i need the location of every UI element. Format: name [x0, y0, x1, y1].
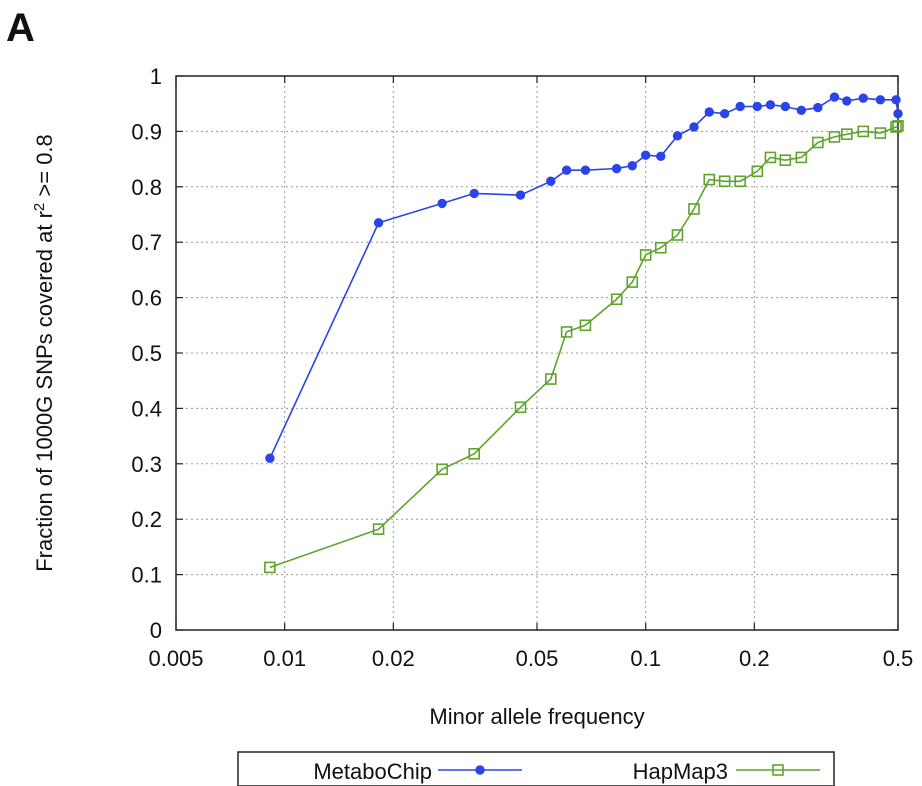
data-point-metabochip [672, 131, 683, 141]
data-point-metabochip [765, 100, 776, 110]
y-tick-label: 0.8 [131, 175, 162, 200]
data-point-hapmap3 [764, 151, 777, 164]
data-point-metabochip [469, 188, 479, 199]
data-point-hapmap3 [828, 131, 841, 143]
data-point-metabochip [611, 163, 622, 174]
data-point-hapmap3 [264, 561, 276, 574]
data-point-metabochip [735, 101, 745, 112]
data-point-hapmap3 [874, 127, 887, 139]
data-point-metabochip [515, 190, 526, 200]
series-line-metabochip [269, 96, 899, 459]
legend-box [237, 751, 835, 786]
legend: MetaboChip HapMap3 [237, 751, 835, 786]
data-point-metabochip [561, 165, 572, 175]
data-point-metabochip [796, 105, 807, 116]
x-tick-label: 0.05 [516, 646, 559, 671]
data-point-metabochip [752, 101, 762, 112]
data-point-hapmap3 [892, 120, 904, 132]
y-tick-label: 0.6 [131, 286, 162, 311]
y-axis-title-tail: >= 0.8 [32, 134, 57, 203]
data-point-hapmap3 [654, 241, 667, 254]
data-point-metabochip [829, 92, 840, 102]
data-point-hapmap3 [857, 125, 870, 138]
data-point-hapmap3 [671, 229, 684, 241]
x-axis-title: Minor allele frequency [429, 704, 644, 729]
y-tick-label: 0 [150, 618, 162, 643]
y-tick-label: 0.4 [131, 396, 162, 421]
series-metabochip [265, 92, 903, 463]
data-point-hapmap3 [560, 326, 573, 338]
y-axis-title-superscript: 2 [31, 203, 48, 211]
data-point-hapmap3 [544, 373, 557, 385]
legend-label-metabochip: MetaboChip [313, 759, 432, 784]
data-point-hapmap3 [468, 448, 481, 460]
y-tick-label: 0.3 [131, 452, 162, 477]
data-point-metabochip [780, 101, 791, 112]
x-tick-label: 0.1 [630, 646, 661, 671]
data-point-hapmap3 [812, 136, 824, 149]
data-point-hapmap3 [703, 173, 716, 186]
data-point-metabochip [893, 108, 903, 119]
panel-label: A [6, 6, 35, 50]
data-point-metabochip [546, 176, 556, 186]
y-axis-title-main: Fraction of 1000G SNPs covered at r [32, 211, 57, 572]
y-tick-label: 0.7 [131, 230, 162, 255]
legend-label-hapmap3: HapMap3 [633, 759, 728, 784]
ticks: 0 0.1 0.2 0.3 0.4 0.5 0.6 0.7 0.8 0.9 1 0.005 0.01 0.… [131, 64, 913, 671]
data-point-hapmap3 [436, 463, 448, 476]
data-point-hapmap3 [734, 175, 746, 188]
data-point-metabochip [627, 161, 637, 171]
data-point-metabochip [813, 102, 823, 113]
x-tick-label: 0.2 [739, 646, 770, 671]
legend-sample-hapmap3 [736, 764, 820, 776]
data-point-hapmap3 [579, 319, 592, 332]
y-axis-title: Fraction of 1000G SNPs covered at r2 >= … [31, 134, 58, 572]
data-point-metabochip [640, 150, 651, 160]
y-tick-label: 0.5 [131, 341, 162, 366]
data-point-hapmap3 [795, 151, 808, 164]
y-tick-label: 0.2 [131, 507, 162, 532]
data-point-hapmap3 [372, 523, 385, 535]
data-point-metabochip [719, 108, 730, 119]
data-point-hapmap3 [688, 203, 700, 215]
legend-marker [475, 765, 485, 775]
data-point-metabochip [656, 151, 666, 162]
data-point-hapmap3 [718, 175, 731, 188]
data-point-metabochip [373, 218, 384, 228]
data-point-hapmap3 [841, 128, 853, 140]
data-point-hapmap3 [890, 121, 902, 133]
data-point-hapmap3 [610, 293, 623, 306]
data-point-hapmap3 [779, 154, 792, 167]
data-point-metabochip [858, 93, 868, 103]
data-point-hapmap3 [626, 276, 639, 288]
grid [176, 76, 898, 630]
legend-marker [772, 764, 784, 776]
y-tick-label: 1 [150, 64, 162, 89]
data-point-hapmap3 [751, 165, 764, 178]
series-hapmap3 [264, 120, 904, 574]
data-point-metabochip [265, 453, 275, 463]
series [264, 92, 904, 574]
x-tick-label: 0.02 [372, 646, 415, 671]
legend-sample-metabochip [438, 765, 522, 775]
y-tick-label: 0.9 [131, 119, 162, 144]
x-tick-label: 0.01 [263, 646, 306, 671]
x-tick-label: 0.5 [883, 646, 914, 671]
series-line-hapmap3 [269, 125, 899, 569]
data-point-metabochip [875, 95, 886, 105]
data-point-metabochip [704, 107, 714, 117]
data-point-metabochip [689, 122, 699, 132]
data-point-hapmap3 [639, 249, 652, 261]
data-point-hapmap3 [514, 401, 527, 414]
y-tick-label: 0.1 [131, 563, 162, 588]
x-tick-label: 0.005 [148, 646, 203, 671]
data-point-metabochip [842, 96, 852, 106]
data-point-metabochip [580, 165, 591, 175]
data-point-metabochip [437, 198, 447, 209]
data-point-metabochip [891, 95, 901, 105]
